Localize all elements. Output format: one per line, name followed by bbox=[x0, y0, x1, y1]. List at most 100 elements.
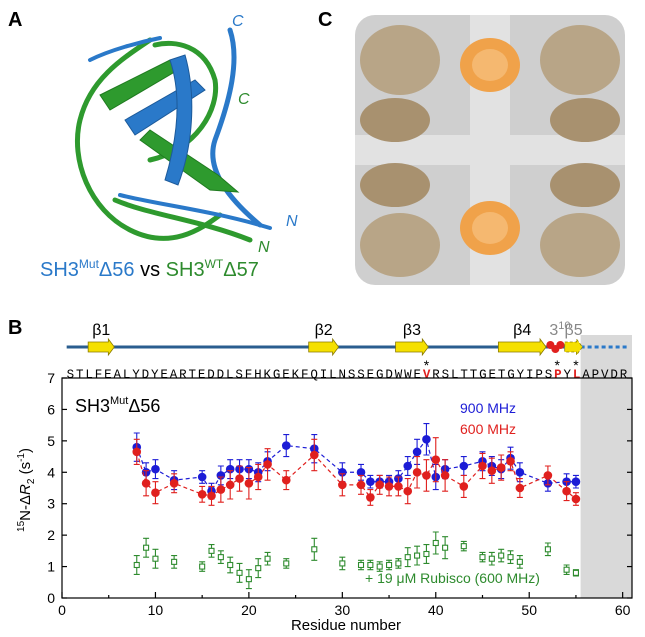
data-point bbox=[143, 544, 150, 551]
structure-label-part: 3 bbox=[549, 322, 558, 339]
data-point bbox=[479, 554, 486, 561]
panel-label: C bbox=[318, 9, 332, 31]
data-point bbox=[225, 464, 235, 474]
structure-label: β3 bbox=[403, 322, 421, 339]
data-point bbox=[244, 478, 254, 488]
data-point bbox=[571, 494, 581, 504]
data-point bbox=[141, 478, 151, 488]
data-point bbox=[255, 565, 262, 572]
y-tick-label: 2 bbox=[47, 527, 55, 543]
asterisk: * bbox=[555, 357, 561, 373]
legend-entry: + 19 μM Rubisco (600 MHz) bbox=[365, 570, 540, 586]
y-tick-label: 4 bbox=[47, 464, 55, 480]
data-point bbox=[515, 483, 525, 493]
data-point bbox=[253, 472, 263, 482]
terminus-label: N bbox=[258, 239, 270, 256]
data-point bbox=[281, 441, 291, 450]
annotation-part: SH3 bbox=[75, 396, 110, 416]
data-point bbox=[366, 477, 375, 487]
data-point bbox=[496, 463, 506, 472]
y-label-part: -1 bbox=[16, 453, 27, 462]
data-point bbox=[544, 546, 551, 553]
data-point bbox=[440, 471, 450, 480]
panel-label: B bbox=[8, 317, 22, 339]
caption-part: WT bbox=[205, 257, 224, 271]
data-point bbox=[151, 488, 160, 498]
helix-mark bbox=[556, 341, 565, 349]
sequence-segment: RSLTTGETGYIPS bbox=[432, 368, 552, 382]
sequence: STLFEALYDYEARTEDDLSFHKGEKFQILNSSEGDWWE V R… bbox=[67, 368, 628, 382]
data-point bbox=[431, 455, 441, 465]
data-point bbox=[384, 482, 394, 491]
caption-part: SH3 bbox=[40, 259, 79, 281]
x-tick-label: 20 bbox=[241, 602, 257, 618]
data-point bbox=[414, 552, 421, 559]
data-point bbox=[152, 555, 159, 562]
data-point bbox=[507, 554, 514, 561]
data-point bbox=[263, 460, 272, 469]
x-tick-label: 0 bbox=[58, 602, 66, 618]
data-point bbox=[460, 543, 467, 550]
data-point bbox=[281, 475, 291, 485]
caption-part: Δ56 bbox=[99, 259, 135, 281]
x-tick-label: 30 bbox=[335, 602, 351, 618]
data-point bbox=[488, 555, 495, 562]
sequence-segment: V bbox=[423, 368, 431, 382]
caption-part: vs bbox=[135, 259, 166, 281]
strand-arrow bbox=[87, 337, 115, 357]
data-point bbox=[338, 467, 347, 477]
data-point bbox=[562, 486, 571, 496]
data-point bbox=[169, 478, 179, 488]
y-label-part: 2 bbox=[26, 478, 37, 484]
y-tick-label: 5 bbox=[47, 433, 55, 449]
panel-a-caption: SH3MutΔ56 vs SH3WTΔ57 bbox=[40, 257, 259, 281]
plot-frame bbox=[61, 377, 633, 599]
data-point bbox=[403, 486, 413, 496]
x-tick-label: 40 bbox=[428, 602, 444, 618]
panel-label: A bbox=[8, 9, 22, 31]
shaded-region bbox=[580, 335, 632, 598]
annotation-part: Δ56 bbox=[128, 396, 160, 416]
data-point bbox=[356, 467, 366, 477]
data-point bbox=[264, 555, 271, 562]
data-point bbox=[375, 480, 385, 490]
data-point bbox=[423, 550, 430, 558]
y-label-part: (s bbox=[17, 462, 34, 479]
data-point bbox=[197, 472, 207, 482]
data-point bbox=[283, 560, 290, 567]
y-tick-label: 7 bbox=[47, 370, 55, 386]
data-point bbox=[487, 466, 497, 476]
data-point bbox=[459, 482, 469, 491]
sequence-segment: Y bbox=[564, 368, 572, 382]
data-point bbox=[197, 489, 207, 499]
data-point bbox=[395, 560, 402, 567]
data-point bbox=[133, 561, 140, 569]
structure-label: β2 bbox=[315, 322, 333, 339]
x-tick-label: 60 bbox=[615, 602, 631, 618]
sequence-segment: L bbox=[573, 368, 581, 382]
data-point bbox=[245, 576, 252, 583]
data-point bbox=[311, 546, 318, 553]
terminus-label: C bbox=[232, 13, 244, 30]
strand-arrow bbox=[497, 337, 547, 357]
data-point bbox=[422, 471, 431, 480]
data-point bbox=[366, 493, 375, 502]
terminus-label: C bbox=[238, 91, 250, 108]
x-axis-label: Residue number bbox=[291, 617, 401, 634]
terminus-label: N bbox=[286, 213, 298, 230]
data-point bbox=[132, 447, 142, 457]
data-point bbox=[339, 560, 346, 567]
data-point bbox=[236, 569, 243, 576]
data-point bbox=[171, 558, 178, 565]
strand-arrow bbox=[395, 337, 429, 357]
legend-entry: 600 MHz bbox=[460, 421, 516, 437]
data-point bbox=[309, 450, 319, 460]
strand-arrow bbox=[308, 337, 340, 357]
annotation: SH3MutΔ56 bbox=[75, 395, 160, 416]
y-tick-label: 6 bbox=[47, 401, 55, 417]
annotation-part: Mut bbox=[110, 395, 128, 407]
data-point bbox=[208, 547, 215, 554]
data-point bbox=[227, 561, 234, 569]
caption-part: Mut bbox=[79, 257, 100, 271]
